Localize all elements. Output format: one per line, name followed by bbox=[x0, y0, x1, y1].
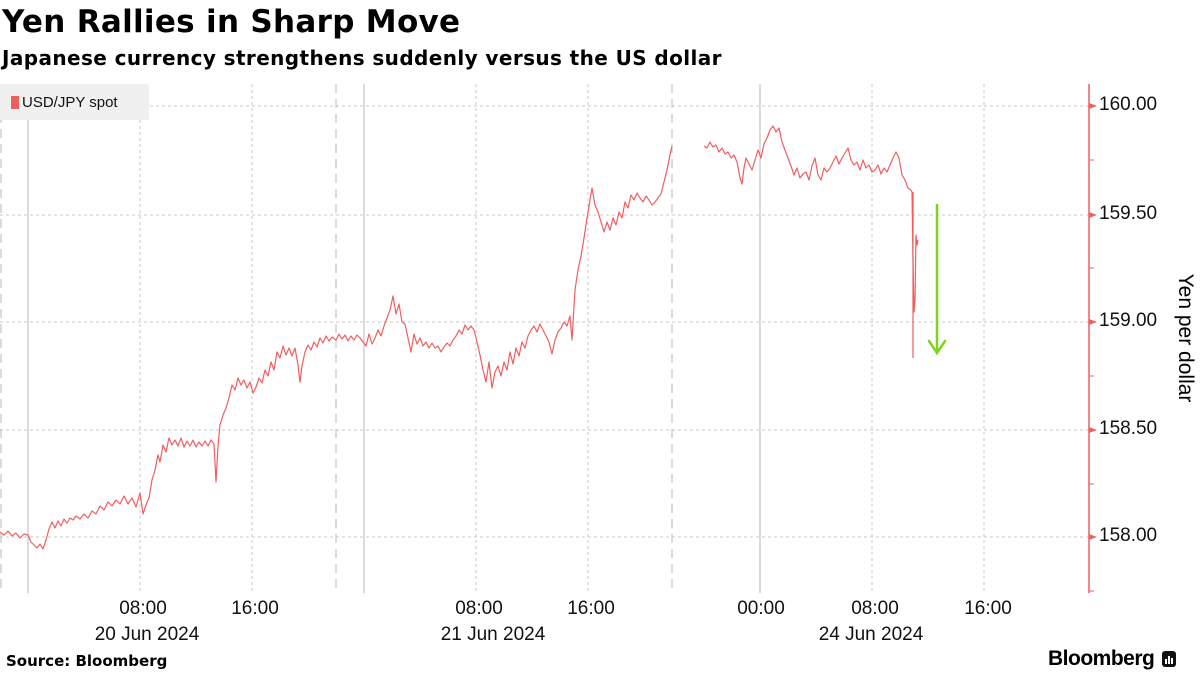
chart-subtitle: Japanese currency strengthens suddenly v… bbox=[2, 46, 722, 70]
vertical-gridlines bbox=[139, 84, 985, 593]
bloomberg-logo: Bloomberg bbox=[1048, 647, 1177, 671]
x-tick-label: 16:00 bbox=[964, 598, 1012, 619]
y-tick-label: 159.00 bbox=[1099, 310, 1158, 331]
y-tick-label: 158.50 bbox=[1099, 418, 1158, 439]
y-axis-minor-ticks bbox=[1089, 159, 1094, 592]
usd-jpy-line bbox=[0, 125, 919, 550]
x-tick-label: 08:00 bbox=[851, 598, 899, 619]
x-tick-label: 08:00 bbox=[455, 598, 503, 619]
bloomberg-chart-icon bbox=[1162, 651, 1177, 667]
y-tick-label: 159.50 bbox=[1099, 203, 1158, 224]
x-tick-label: 16:00 bbox=[567, 598, 615, 619]
x-date-label: 21 Jun 2024 bbox=[440, 624, 546, 645]
x-date-label: 20 Jun 2024 bbox=[94, 624, 200, 645]
y-axis-tick-markers bbox=[1089, 103, 1097, 540]
legend-swatch bbox=[11, 95, 19, 109]
chart-title: Yen Rallies in Sharp Move bbox=[2, 4, 461, 40]
x-tick-label: 08:00 bbox=[119, 598, 167, 619]
x-tick-label: 00:00 bbox=[737, 598, 785, 619]
down-arrow-icon bbox=[927, 203, 947, 356]
y-tick-label: 158.00 bbox=[1099, 525, 1158, 546]
x-date-label: 24 Jun 2024 bbox=[818, 624, 924, 645]
x-tick-label: 16:00 bbox=[231, 598, 279, 619]
brand-text: Bloomberg bbox=[1048, 647, 1155, 670]
session-breaks bbox=[0, 84, 673, 593]
y-axis-title: Yen per dollar bbox=[1174, 273, 1197, 403]
legend: USD/JPY spot bbox=[0, 84, 149, 120]
horizontal-gridlines bbox=[0, 105, 1089, 538]
day-separators bbox=[27, 84, 761, 593]
source-note: Source: Bloomberg bbox=[6, 652, 168, 670]
legend-label: USD/JPY spot bbox=[22, 93, 118, 111]
y-tick-label: 160.00 bbox=[1099, 94, 1158, 115]
